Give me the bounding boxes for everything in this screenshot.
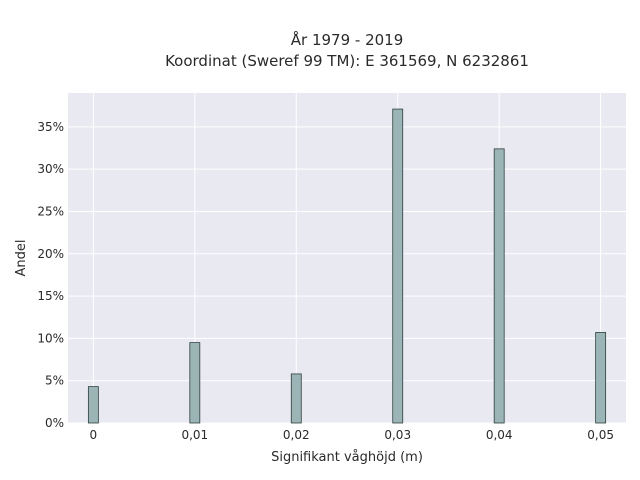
x-tick-label: 0,04 — [486, 428, 513, 442]
plot-area — [68, 93, 626, 423]
x-tick-label: 0 — [90, 428, 98, 442]
y-tick-label: 30% — [37, 162, 64, 176]
x-tick-label: 0,02 — [283, 428, 310, 442]
bar — [595, 332, 607, 424]
y-tick-label: 10% — [37, 331, 64, 345]
bar — [493, 148, 505, 424]
bar — [87, 386, 99, 424]
x-axis-label: Signifikant våghöjd (m) — [271, 450, 423, 465]
chart-title-line1: År 1979 - 2019 — [291, 30, 404, 49]
x-tick-label: 0,03 — [384, 428, 411, 442]
y-axis-ticks: 0% 5% 10% 15% 20% 25% 30% 35% — [37, 120, 64, 430]
bar — [392, 108, 404, 424]
x-tick-label: 0,05 — [587, 428, 614, 442]
y-tick-label: 25% — [37, 204, 64, 218]
y-tick-label: 15% — [37, 289, 64, 303]
y-tick-label: 35% — [37, 120, 64, 134]
y-tick-label: 20% — [37, 247, 64, 261]
y-tick-label: 5% — [45, 374, 64, 388]
x-axis-ticks: 0 0,01 0,02 0,03 0,04 0,05 — [90, 428, 614, 442]
bars — [87, 108, 607, 424]
bar — [290, 373, 302, 424]
y-axis-label: Andel — [14, 240, 29, 277]
y-tick-label: 0% — [45, 416, 64, 430]
bar — [189, 342, 201, 424]
chart-title-line2: Koordinat (Sweref 99 TM): E 361569, N 62… — [165, 52, 529, 70]
x-tick-label: 0,01 — [181, 428, 208, 442]
